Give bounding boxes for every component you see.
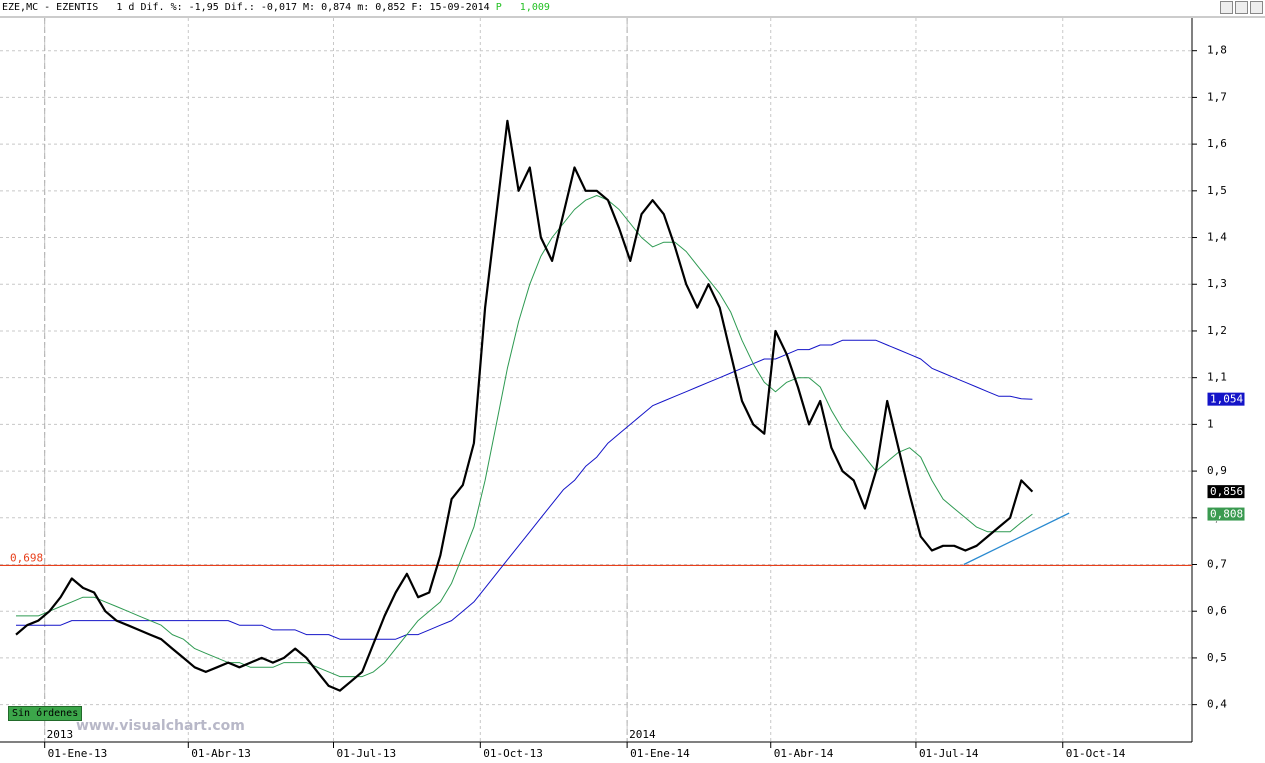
y-tick-label: 1,1	[1207, 371, 1227, 384]
last-value-box	[1206, 506, 1246, 522]
last-value-box	[1206, 391, 1246, 407]
year-label: 2013	[47, 728, 74, 741]
last-value-label: 1,054	[1210, 393, 1243, 406]
header: EZE,MC - EZENTIS 1 d Dif. %: -1,95 Dif.:…	[2, 0, 550, 17]
y-tick-label: 0,4	[1207, 698, 1227, 711]
minimize-button[interactable]	[1220, 1, 1233, 14]
x-tick-label: 01-Jul-14	[919, 747, 979, 760]
y-tick-label: 1,5	[1207, 184, 1227, 197]
watermark: www.visualchart.com	[76, 718, 245, 734]
trendline	[963, 512, 1070, 566]
y-tick-label: 0,9	[1207, 464, 1227, 477]
y-tick-label: 1,7	[1207, 90, 1227, 103]
x-tick-label: 01-Abr-13	[191, 747, 251, 760]
x-tick-label: 01-Ene-14	[630, 747, 690, 760]
last-value-label: 0,856	[1210, 485, 1243, 498]
x-tick-label: 01-Oct-14	[1066, 747, 1126, 760]
maximize-button[interactable]	[1235, 1, 1248, 14]
level-label: 0,698	[10, 551, 43, 564]
y-tick-label: 0,7	[1207, 558, 1227, 571]
x-tick-label: 01-Ene-13	[48, 747, 108, 760]
y-tick-label: 1,2	[1207, 324, 1227, 337]
last-value-box	[1206, 484, 1246, 500]
y-tick-label: 1,8	[1207, 44, 1227, 57]
last-value-label: 0,808	[1210, 508, 1243, 521]
header-text: EZE,MC - EZENTIS 1 d Dif. %: -1,95 Dif.:…	[2, 2, 490, 13]
header-p: P	[495, 2, 502, 13]
series-line	[16, 195, 1033, 678]
close-button[interactable]	[1250, 1, 1263, 14]
x-tick-label: 01-Jul-13	[337, 747, 397, 760]
y-tick-label: 0,6	[1207, 604, 1227, 617]
status-badge[interactable]: Sin órdenes	[8, 706, 83, 721]
y-tick-label: 1,3	[1207, 277, 1227, 290]
series-line	[16, 339, 1033, 640]
header-p-value: 1,009	[519, 2, 550, 13]
y-tick-label: 1,6	[1207, 137, 1227, 150]
y-tick-label: 1	[1207, 417, 1214, 430]
y-tick-label: 0,5	[1207, 651, 1227, 664]
x-tick-label: 01-Abr-14	[774, 747, 834, 760]
x-tick-label: 01-Oct-13	[483, 747, 543, 760]
window-buttons	[1220, 1, 1263, 14]
year-label: 2014	[629, 728, 656, 741]
series-line	[15, 119, 1034, 692]
y-tick-label: 1,4	[1207, 231, 1227, 244]
